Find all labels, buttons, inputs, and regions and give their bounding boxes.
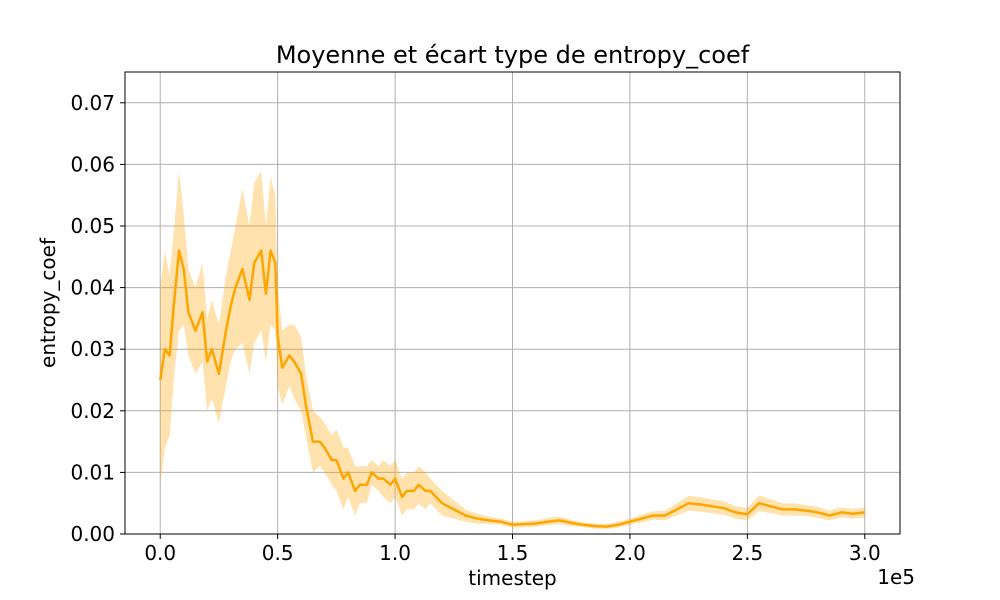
grid-layer: [125, 72, 900, 535]
y-tick-label: 0.07: [70, 91, 115, 115]
x-tick-label: 0.5: [262, 541, 294, 565]
y-axis-ticks: 0.00 0.01 0.02 0.03 0.04 0.05 0.06 0.07: [70, 91, 125, 546]
y-tick-label: 0.06: [70, 152, 115, 176]
x-tick-label: 1.0: [379, 541, 411, 565]
y-tick-label: 0.02: [70, 399, 115, 423]
x-tick-label: 3.0: [849, 541, 881, 565]
std-band: [160, 170, 865, 530]
y-tick-label: 0.04: [70, 276, 115, 300]
x-axis-label: timestep: [468, 566, 556, 590]
mean-line: [158, 249, 865, 528]
x-axis-ticks: 0.0 0.5 1.0 1.5 2.0 2.5 3.0: [144, 534, 881, 565]
x-tick-label: 2.0: [614, 541, 646, 565]
x-tick-label: 2.5: [731, 541, 763, 565]
y-axis-label: entropy_coef: [36, 237, 60, 368]
x-axis-offset-label: 1e5: [877, 565, 915, 589]
mean-line-layer: [158, 249, 865, 528]
y-tick-label: 0.00: [70, 522, 115, 546]
y-tick-label: 0.01: [70, 460, 115, 484]
y-tick-label: 0.03: [70, 337, 115, 361]
std-band-layer: [160, 170, 865, 530]
x-tick-label: 0.0: [144, 541, 176, 565]
chart-title: Moyenne et écart type de entropy_coef: [276, 41, 750, 69]
y-tick-label: 0.05: [70, 214, 115, 238]
x-tick-label: 1.5: [497, 541, 529, 565]
